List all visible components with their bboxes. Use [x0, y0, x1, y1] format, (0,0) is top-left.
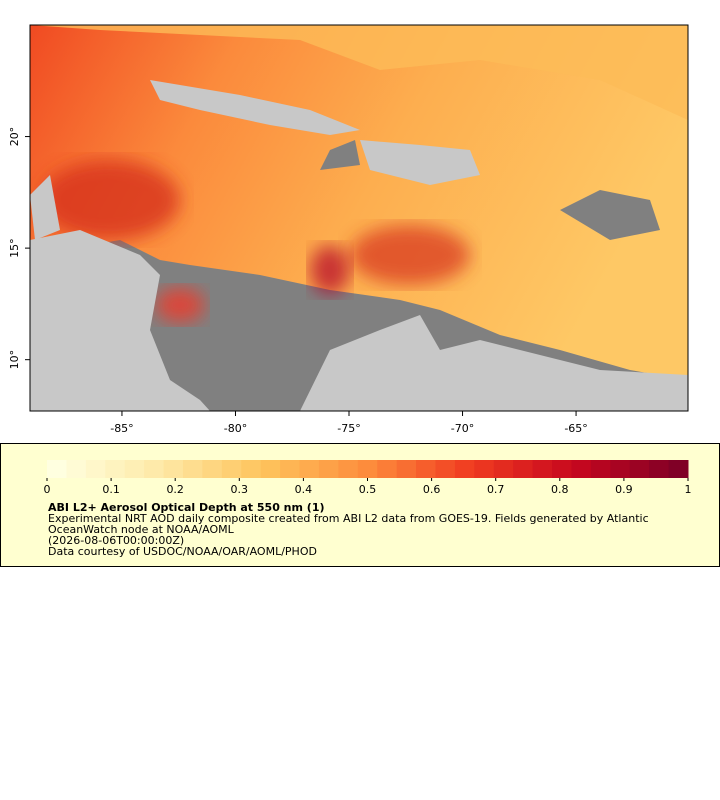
colorbar-segment — [124, 460, 145, 478]
colorbar-segment — [260, 460, 281, 478]
colorbar-segment — [552, 460, 572, 478]
colorbar-segment — [66, 460, 87, 478]
colorbar-segment — [610, 460, 631, 478]
colorbar-segment — [513, 460, 534, 478]
colorbar-segment — [241, 460, 262, 478]
colorbar-tick-label: 0.1 — [102, 483, 120, 496]
colorbar-segment — [85, 460, 106, 478]
lon-tick-label: -65° — [564, 422, 587, 435]
legend-title: ABI L2+ Aerosol Optical Depth at 550 nm … — [48, 501, 325, 514]
legend-line: OceanWatch node at NOAA/AOML — [48, 523, 235, 536]
colorbar-segment — [493, 460, 514, 478]
map-frame — [29, 24, 689, 412]
colorbar-segment — [182, 460, 203, 478]
legend-line: (2026-08-06T00:00:00Z) — [48, 534, 184, 547]
colorbar-tick-label: 0.3 — [231, 483, 249, 496]
colorbar-segment — [532, 460, 553, 478]
lon-tick-label: -80° — [224, 422, 247, 435]
lat-tick-label: 20° — [8, 127, 21, 147]
colorbar-segment — [221, 460, 242, 478]
colorbar-tick-label: 0.7 — [487, 483, 505, 496]
colorbar-segment — [144, 460, 165, 478]
colorbar-segment — [105, 460, 126, 478]
colorbar-tick-label: 0.2 — [166, 483, 184, 496]
colorbar-tick-label: 1 — [685, 483, 692, 496]
colorbar-segment — [338, 460, 359, 478]
colorbar-segment — [318, 460, 339, 478]
colorbar-segment — [47, 460, 67, 478]
colorbar-segment — [280, 460, 301, 478]
colorbar-segment — [202, 460, 223, 478]
colorbar-segment — [163, 460, 184, 478]
lat-tick-label: 15° — [8, 238, 21, 258]
colorbar-tick-label: 0.6 — [423, 483, 441, 496]
colorbar-tick-label: 0.4 — [295, 483, 313, 496]
lat-tick-label: 10° — [8, 350, 21, 370]
lon-tick-label: -85° — [110, 422, 133, 435]
colorbar-segment — [377, 460, 398, 478]
lon-tick-label: -75° — [337, 422, 360, 435]
colorbar-tick-label: 0.5 — [359, 483, 377, 496]
colorbar-segment — [668, 460, 689, 478]
colorbar-segment — [571, 460, 592, 478]
colorbar-segment — [435, 460, 456, 478]
lon-tick-label: -70° — [451, 422, 474, 435]
colorbar-segment — [454, 460, 475, 478]
colorbar-segment — [299, 460, 320, 478]
colorbar-segment — [416, 460, 436, 478]
colorbar-tick-label: 0.9 — [615, 483, 633, 496]
colorbar-segment — [629, 460, 650, 478]
colorbar-segment — [474, 460, 495, 478]
colorbar-segment — [357, 460, 378, 478]
legend-line: Experimental NRT AOD daily composite cre… — [48, 512, 649, 525]
colorbar-segment — [396, 460, 417, 478]
colorbar-segment — [590, 460, 611, 478]
legend-line: Data courtesy of USDOC/NOAA/OAR/AOML/PHO… — [48, 545, 317, 558]
colorbar-tick-label: 0.8 — [551, 483, 569, 496]
map — [30, 25, 688, 411]
colorbar-tick-label: 0 — [44, 483, 51, 496]
colorbar-segment — [649, 460, 670, 478]
